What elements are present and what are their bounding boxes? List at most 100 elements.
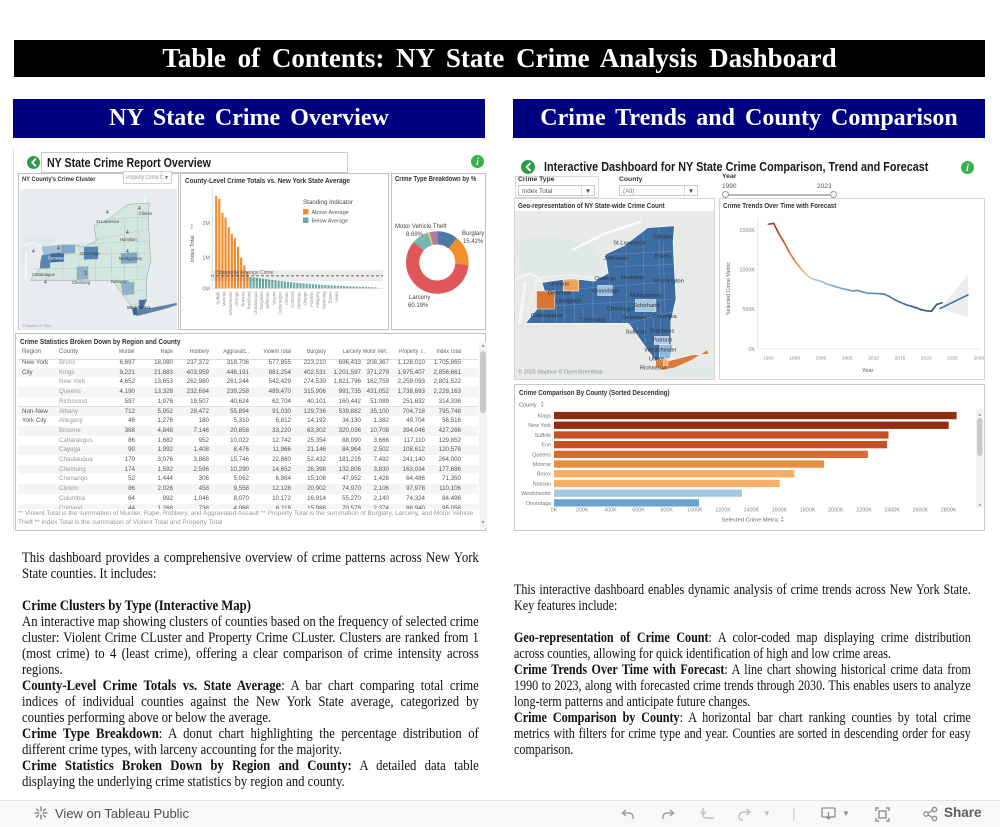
svg-text:Suffolk: Suffolk xyxy=(215,291,220,305)
svg-text:1990: 1990 xyxy=(763,356,774,362)
svg-text:Schoharie: Schoharie xyxy=(633,303,659,309)
svg-text:8.69%: 8.69% xyxy=(406,232,424,238)
svg-text:800K: 800K xyxy=(660,508,673,514)
svg-text:4: 4 xyxy=(126,230,129,236)
svg-text:Wyoming: Wyoming xyxy=(321,291,326,309)
svg-text:1600K: 1600K xyxy=(772,508,788,514)
svg-text:St.Lawrence: St.Lawrence xyxy=(96,219,120,224)
svg-text:2010: 2010 xyxy=(868,356,879,362)
svg-text:Montgomery: Montgomery xyxy=(630,293,662,299)
svg-text:Westchester: Westchester xyxy=(127,305,151,310)
svg-text:2025: 2025 xyxy=(947,356,958,362)
svg-text:Above Average: Above Average xyxy=(312,210,349,216)
svg-text:2200K: 2200K xyxy=(856,508,872,514)
svg-text:Oswego: Oswego xyxy=(594,276,615,282)
svg-text:Chemung: Chemung xyxy=(580,318,605,324)
svg-text:Kings: Kings xyxy=(538,414,552,420)
svg-text:Cattaraugus: Cattaraugus xyxy=(278,292,283,315)
svg-text:1995: 1995 xyxy=(789,356,800,362)
svg-text:© 2025 Mapbox © OpenStreetMap: © 2025 Mapbox © OpenStreetMap xyxy=(518,369,603,376)
svg-text:1200K: 1200K xyxy=(715,508,731,514)
svg-text:Columbia: Columbia xyxy=(652,314,677,320)
svg-text:Chemung: Chemung xyxy=(72,280,91,285)
svg-text:Montgomery: Montgomery xyxy=(119,256,143,261)
svg-text:Jefferson: Jefferson xyxy=(603,256,627,262)
svg-text:County: County xyxy=(519,403,537,409)
svg-text:2800K: 2800K xyxy=(941,508,957,514)
svg-text:1800K: 1800K xyxy=(800,508,816,514)
svg-text:Washington: Washington xyxy=(653,279,683,285)
svg-text:1500K: 1500K xyxy=(739,228,755,234)
svg-text:0K: 0K xyxy=(551,508,558,514)
svg-text:Sullivan: Sullivan xyxy=(626,330,646,336)
svg-text:2020: 2020 xyxy=(921,356,932,362)
svg-text:Chenango: Chenango xyxy=(607,307,634,313)
svg-text:i: i xyxy=(476,157,479,168)
svg-text:Burglary: Burglary xyxy=(462,231,484,237)
svg-text:Allegany: Allegany xyxy=(315,291,320,308)
svg-text:▼: ▼ xyxy=(978,503,983,508)
svg-text:Onondaga: Onondaga xyxy=(80,251,100,256)
svg-text:4: 4 xyxy=(126,249,129,255)
svg-text:Broome: Broome xyxy=(240,291,245,307)
svg-text:Delaware: Delaware xyxy=(622,315,647,321)
svg-text:2M: 2M xyxy=(202,221,210,227)
svg-text:New York: New York xyxy=(528,423,551,429)
svg-text:Orleans: Orleans xyxy=(549,282,569,288)
svg-text:0K: 0K xyxy=(748,347,755,353)
svg-text:4: 4 xyxy=(32,249,35,255)
svg-text:4: 4 xyxy=(44,280,47,286)
svg-text:Hamilton: Hamilton xyxy=(120,237,137,242)
svg-text:Onondaga: Onondaga xyxy=(526,501,551,507)
svg-text:4: 4 xyxy=(57,246,60,252)
svg-text:Delaware: Delaware xyxy=(111,279,129,284)
svg-text:Clinton: Clinton xyxy=(653,235,671,241)
svg-text:© Mapbox © OSM: © Mapbox © OSM xyxy=(22,324,51,328)
svg-text:Statewide Average Crime: Statewide Average Crime xyxy=(217,270,274,276)
svg-text:Index Total: Index Total xyxy=(190,235,196,262)
svg-text:Standing Indicator: Standing Indicator xyxy=(303,199,353,206)
svg-text:2015: 2015 xyxy=(895,356,906,362)
svg-text:Larceny: Larceny xyxy=(409,295,430,301)
svg-text:1000K: 1000K xyxy=(739,268,755,274)
svg-text:1000K: 1000K xyxy=(687,508,703,514)
svg-text:Essex: Essex xyxy=(328,291,333,304)
svg-text:Clinton: Clinton xyxy=(139,211,153,216)
svg-text:1M: 1M xyxy=(202,255,210,261)
svg-text:600K: 600K xyxy=(632,508,645,514)
svg-text:Putnam: Putnam xyxy=(652,338,672,344)
svg-text:Dutchess: Dutchess xyxy=(650,329,674,335)
svg-text:Westchester: Westchester xyxy=(645,348,677,354)
svg-text:400K: 400K xyxy=(604,508,617,514)
svg-text:60.19%: 60.19% xyxy=(408,303,429,309)
svg-text:2000K: 2000K xyxy=(828,508,844,514)
svg-text:Essex: Essex xyxy=(655,254,671,260)
svg-text:Below Average: Below Average xyxy=(312,219,349,225)
svg-text:Chautauqua: Chautauqua xyxy=(253,291,258,315)
svg-text:Franklin: Franklin xyxy=(309,291,314,307)
svg-text:Cortland: Cortland xyxy=(290,291,295,308)
svg-text:Bronx: Bronx xyxy=(537,472,551,478)
svg-text:Genesee: Genesee xyxy=(548,291,572,297)
svg-text:2030: 2030 xyxy=(973,356,984,362)
svg-text:Monroe: Monroe xyxy=(222,291,227,306)
svg-text:Motor Vehicle Theft: Motor Vehicle Theft xyxy=(395,224,447,230)
svg-text:4: 4 xyxy=(106,210,109,216)
svg-text:Queens: Queens xyxy=(532,452,551,458)
svg-text:Lewis: Lewis xyxy=(334,292,339,303)
svg-text:Erie: Erie xyxy=(541,443,551,449)
svg-text:Onondaga: Onondaga xyxy=(592,289,620,295)
svg-text:Herkimer: Herkimer xyxy=(621,275,645,281)
svg-text:0M: 0M xyxy=(202,287,210,293)
svg-text:Monroe: Monroe xyxy=(533,462,551,468)
svg-text:Selected Crime Metric: Selected Crime Metric xyxy=(726,262,732,315)
svg-text:Cattaraugus: Cattaraugus xyxy=(32,272,55,277)
svg-text:2600K: 2600K xyxy=(913,508,929,514)
svg-text:Herkimer: Herkimer xyxy=(296,291,301,309)
svg-text:Otsego: Otsego xyxy=(303,291,308,305)
svg-text:3: 3 xyxy=(84,271,87,277)
svg-text:2400K: 2400K xyxy=(884,508,900,514)
svg-text:Ulster: Ulster xyxy=(649,357,664,363)
svg-text:Richmond: Richmond xyxy=(640,366,666,372)
svg-text:St.Lawrence: St.Lawrence xyxy=(613,241,645,247)
